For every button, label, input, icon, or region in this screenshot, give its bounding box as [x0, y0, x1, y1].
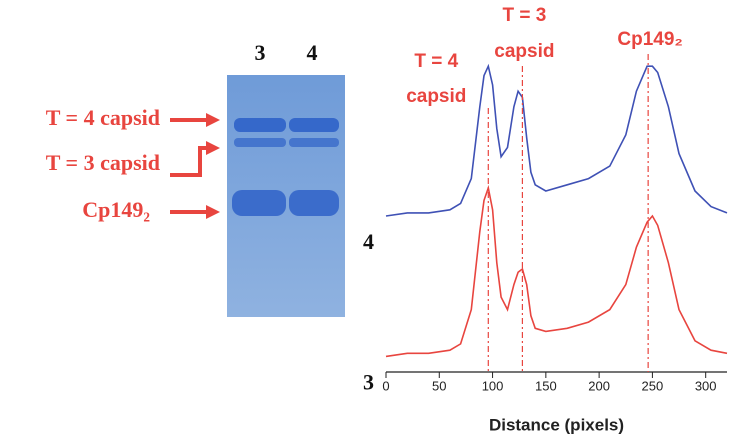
annotation-label: capsid: [494, 41, 554, 62]
lane-label: 4: [307, 40, 318, 65]
trace: [385, 184, 728, 358]
x-tick-label: 150: [535, 378, 557, 393]
x-tick-label: 0: [382, 378, 389, 393]
x-tick-label: 50: [432, 378, 446, 393]
annotation-label: T = 3: [502, 5, 546, 26]
band-label: T = 4 capsid: [46, 105, 160, 130]
lane-label: 3: [255, 40, 266, 65]
x-tick-label: 200: [588, 378, 610, 393]
series-label: 4: [363, 229, 374, 254]
trace: [385, 63, 728, 217]
annotation-label: capsid: [406, 86, 466, 107]
annotation-label: T = 4: [414, 51, 458, 72]
band-label: T = 3 capsid: [46, 150, 160, 175]
series-label: 3: [363, 369, 374, 394]
gel-bands: [232, 118, 339, 216]
arrows: [170, 113, 220, 219]
x-axis-title: Distance (pixels): [489, 415, 624, 434]
annotation-label: Cp149₂: [617, 29, 682, 50]
x-tick-label: 300: [695, 378, 717, 393]
band-label: Cp149₂: [82, 197, 150, 222]
x-tick-label: 100: [482, 378, 504, 393]
x-tick-label: 250: [642, 378, 664, 393]
